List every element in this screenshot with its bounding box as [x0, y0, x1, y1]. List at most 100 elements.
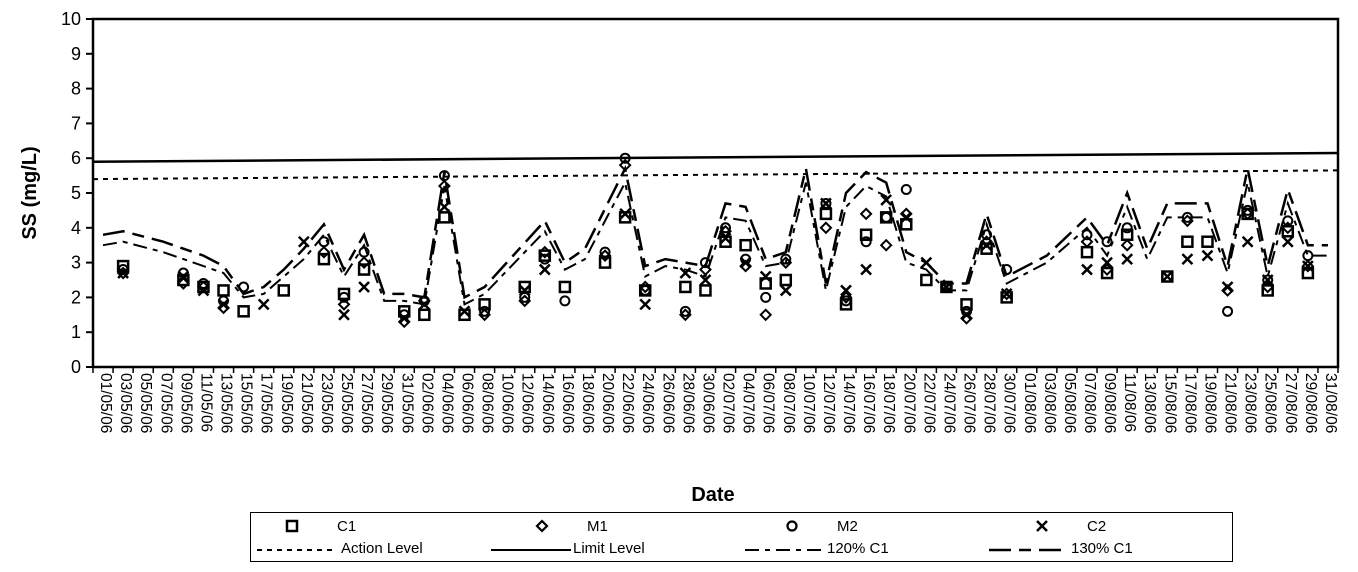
c2-point — [1221, 281, 1234, 293]
c1-point — [1281, 225, 1295, 238]
c1-point — [920, 273, 933, 287]
m2-point — [720, 222, 732, 234]
c2-point — [1161, 270, 1174, 283]
c2-point — [538, 263, 551, 276]
c2-point — [458, 305, 471, 318]
x-tick-label: 28/07/06 — [981, 373, 998, 433]
c2-point — [338, 308, 350, 321]
m2-point — [599, 246, 611, 258]
c2-point — [900, 211, 913, 224]
m1-point — [337, 297, 351, 311]
x-tick-label: 01/08/06 — [1021, 373, 1038, 433]
x-tick-label: 23/08/06 — [1242, 373, 1259, 433]
circle-marker-icon — [786, 520, 798, 532]
c2-point — [398, 312, 411, 325]
m2-point — [1282, 215, 1294, 227]
c1-point — [317, 252, 331, 266]
y-axis-title: SS (mg/L) — [19, 146, 41, 239]
x-tick-label: 04/06/06 — [438, 373, 455, 433]
x-tick-label: 31/05/06 — [398, 373, 415, 433]
x-tick-label: 09/05/06 — [177, 373, 194, 433]
x-tick-label: 27/05/06 — [358, 373, 375, 433]
series-lines-layer — [92, 151, 1339, 306]
x-tick-label: 18/06/06 — [579, 373, 596, 433]
m2-point — [699, 257, 711, 269]
c2-point — [940, 281, 953, 293]
m2-point — [338, 291, 350, 303]
series-line-action-level — [92, 169, 1339, 181]
y-tick-label: 2 — [71, 287, 81, 307]
c2-point — [820, 197, 832, 210]
m2-point — [639, 284, 651, 296]
m2-point — [1081, 229, 1093, 241]
x-tick-label: 08/06/06 — [479, 373, 496, 433]
m2-point — [679, 305, 691, 317]
x-tick-label: 02/06/06 — [418, 373, 435, 433]
c2-point — [860, 263, 872, 276]
x-tick-label: 25/05/06 — [338, 373, 355, 433]
m1-point — [1080, 235, 1094, 249]
square-marker-icon — [285, 519, 299, 533]
dotted-line-icon — [257, 549, 337, 551]
c2-point — [639, 298, 652, 311]
x-tick-label: 07/08/06 — [1081, 373, 1098, 433]
c1-point — [739, 238, 752, 252]
x-tick-label: 12/06/06 — [519, 373, 536, 433]
x-tick-label: 17/08/06 — [1181, 373, 1198, 433]
m2-point — [479, 305, 491, 317]
m1-point — [1281, 221, 1295, 235]
m1-point — [1120, 238, 1134, 252]
x-tick-label: 30/07/06 — [1001, 373, 1018, 433]
series-line-130-c1 — [102, 164, 1328, 300]
x-tick-label: 28/06/06 — [679, 373, 696, 433]
legend-label-limit-level: Limit Level — [573, 539, 645, 557]
m2-point — [860, 236, 872, 248]
short-dash-line-icon — [745, 549, 825, 551]
series-markers-layer — [116, 152, 1315, 329]
c2-point — [438, 201, 451, 213]
x-tick-label: 05/05/06 — [137, 373, 154, 433]
x-tick-label: 11/05/06 — [197, 373, 214, 432]
x-tick-label: 03/05/06 — [117, 373, 134, 433]
c2-point — [719, 232, 732, 245]
c2-point — [1261, 274, 1274, 286]
c2-point — [779, 284, 792, 297]
c2-point — [217, 298, 230, 311]
m2-point — [1121, 222, 1133, 234]
m1-point — [699, 263, 712, 276]
legend-label-120-c1: 120% C1 — [827, 539, 889, 557]
diamond-marker-icon — [535, 519, 549, 533]
m2-point — [559, 295, 571, 307]
m2-point — [438, 170, 450, 182]
legend-label-action-level: Action Level — [341, 539, 423, 557]
m1-point — [176, 277, 190, 290]
legend-label-c2: C2 — [1087, 517, 1107, 535]
x-tick-label: 25/08/06 — [1262, 373, 1279, 433]
m2-point — [981, 229, 993, 241]
x-tick-label: 11/08/06 — [1121, 373, 1138, 432]
x-tick-label: 06/07/06 — [760, 373, 777, 433]
m2-point — [820, 197, 832, 209]
x-tick-label: 24/06/06 — [639, 373, 656, 433]
m2-point — [1001, 264, 1013, 276]
y-axis: 0 1 2 3 4 5 6 7 8 9 10 — [61, 9, 93, 377]
m2-point — [197, 277, 209, 289]
m1-point — [859, 207, 873, 221]
m1-point — [1261, 280, 1275, 294]
long-dash-line-icon — [989, 548, 1069, 552]
plot-frame — [91, 17, 1340, 369]
x-tick-label: 24/07/06 — [940, 373, 957, 433]
c1-point — [1201, 235, 1214, 248]
m1-point — [437, 179, 451, 193]
c2-point — [840, 284, 852, 297]
series-line-120-c1 — [102, 179, 1328, 306]
x-tick-label: 15/08/06 — [1161, 373, 1178, 433]
x-tick-label: 22/06/06 — [619, 373, 636, 433]
x-tick-label: 02/07/06 — [720, 373, 737, 433]
x-tick-label: 20/07/06 — [900, 373, 917, 433]
c2-point — [418, 298, 431, 311]
y-tick-label: 6 — [71, 148, 81, 168]
series-line-limit-level — [92, 151, 1339, 163]
x-tick-label: 04/07/06 — [740, 373, 757, 433]
x-tick-label: 16/07/06 — [860, 373, 877, 433]
